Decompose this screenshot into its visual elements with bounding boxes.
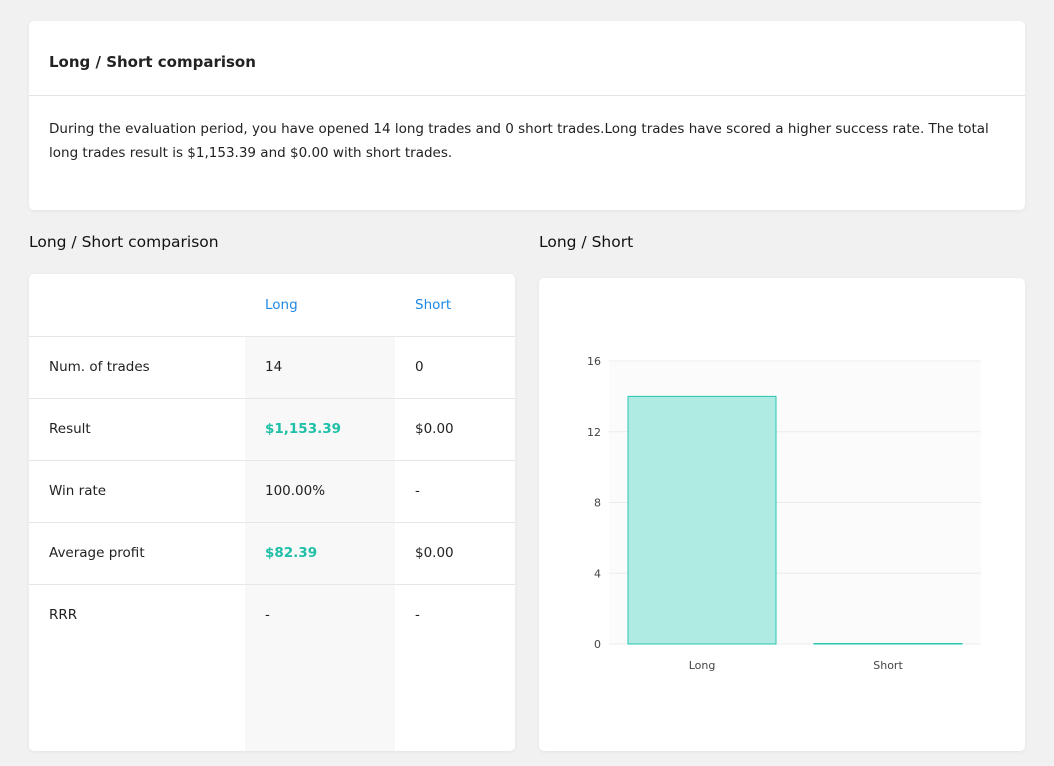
row-label: Win rate xyxy=(49,483,107,499)
table-row: Result $1,153.39 $0.00 xyxy=(29,398,515,460)
long-short-bar-chart: 0 4 8 12 16 Long Short xyxy=(587,355,981,672)
header-long: Long xyxy=(265,297,298,313)
y-tick-label: 0 xyxy=(594,638,601,651)
y-tick-label: 8 xyxy=(594,497,601,510)
long-column-background xyxy=(245,336,395,751)
row-label: Num. of trades xyxy=(49,359,150,375)
table-row: Average profit $82.39 $0.00 xyxy=(29,522,515,584)
row-short-value: $0.00 xyxy=(415,545,454,561)
chart-section-title: Long / Short xyxy=(539,233,634,251)
y-tick-label: 16 xyxy=(587,355,601,368)
y-tick-label: 4 xyxy=(594,567,601,580)
row-short-value: - xyxy=(415,483,420,499)
header-short: Short xyxy=(415,297,452,313)
comparison-table: Long Short Num. of trades 14 0 Result $1,153… xyxy=(29,274,515,751)
row-label: Result xyxy=(49,421,91,437)
table-row: RRR - - xyxy=(29,584,515,646)
x-tick-label: Short xyxy=(873,659,903,672)
table-header-row: Long Short xyxy=(29,274,515,336)
row-short-value: 0 xyxy=(415,359,424,375)
row-long-value: - xyxy=(265,607,270,623)
row-divider xyxy=(29,584,515,585)
row-divider xyxy=(29,336,515,337)
x-tick-label: Long xyxy=(689,659,716,672)
row-long-value: $1,153.39 xyxy=(265,421,342,437)
summary-divider xyxy=(29,95,1025,96)
summary-text: During the evaluation period, you have o… xyxy=(49,121,989,161)
row-label: Average profit xyxy=(49,545,145,561)
row-divider xyxy=(29,398,515,399)
table-section-title: Long / Short comparison xyxy=(29,233,219,251)
row-long-value: 100.00% xyxy=(265,483,326,499)
row-short-value: $0.00 xyxy=(415,421,454,437)
summary-card: Long / Short comparison During the evalu… xyxy=(29,21,1025,210)
row-long-value: 14 xyxy=(265,359,283,375)
row-short-value: - xyxy=(415,607,420,623)
row-divider xyxy=(29,460,515,461)
bar-long xyxy=(627,395,777,645)
table-row: Win rate 100.00% - xyxy=(29,460,515,522)
long-short-chart-card: 0 4 8 12 16 Long Short xyxy=(539,278,1025,751)
y-tick-label: 12 xyxy=(587,426,601,439)
row-label: RRR xyxy=(49,607,78,623)
bar-short xyxy=(813,643,963,645)
row-divider xyxy=(29,522,515,523)
table-row: Num. of trades 14 0 xyxy=(29,336,515,398)
row-long-value: $82.39 xyxy=(265,545,318,561)
summary-title: Long / Short comparison xyxy=(49,53,256,71)
